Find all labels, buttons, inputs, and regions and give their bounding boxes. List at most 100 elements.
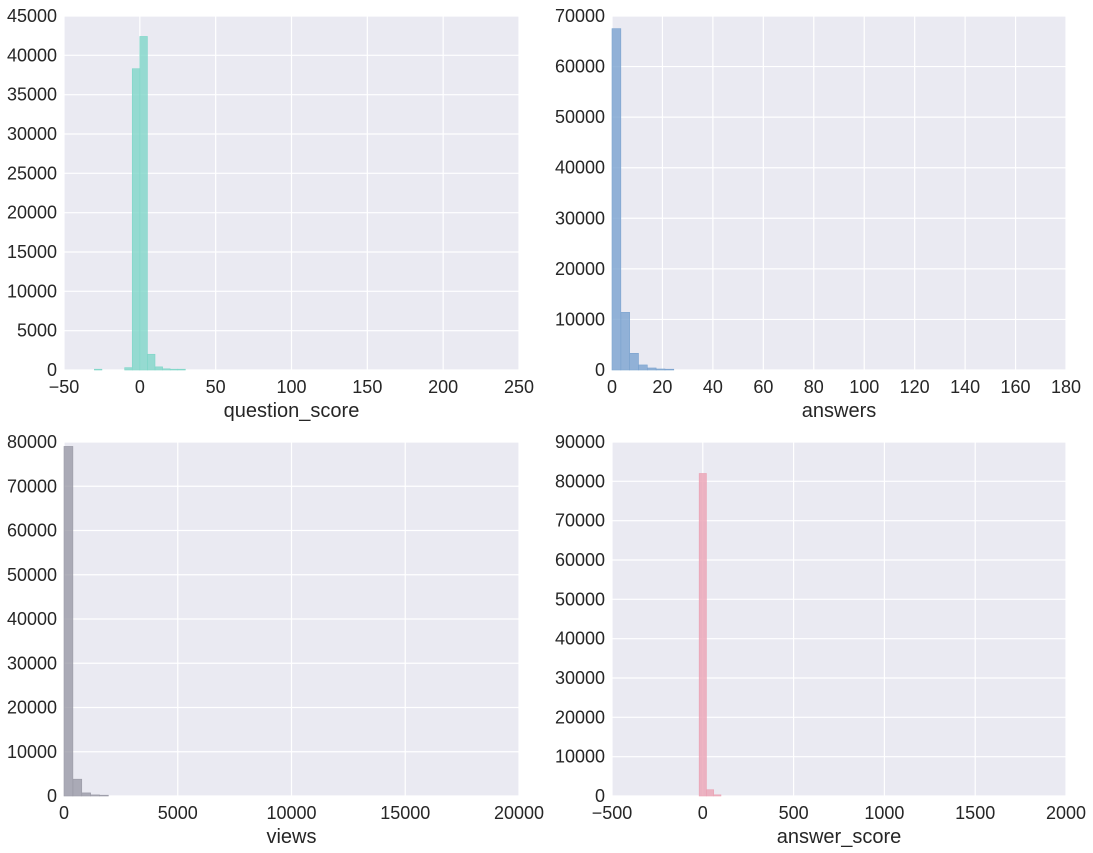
y-tick-label: 50000 <box>555 107 605 127</box>
histogram-bar <box>147 353 156 371</box>
histogram-bar <box>90 794 100 797</box>
y-tick-label: 30000 <box>555 668 605 688</box>
x-tick-label: 160 <box>1001 377 1031 397</box>
histogram-bar <box>664 368 675 371</box>
y-tick-label: 20000 <box>7 203 57 223</box>
histogram-bar <box>706 789 714 797</box>
x-tick-label: 140 <box>950 377 980 397</box>
histogram-bar <box>154 366 163 371</box>
plot-background <box>612 442 1066 796</box>
x-tick-label: 180 <box>1051 377 1081 397</box>
x-tick-label: 0 <box>59 803 69 823</box>
x-tick-label: 20000 <box>494 803 544 823</box>
histogram-bar <box>611 28 622 371</box>
y-tick-label: 40000 <box>7 45 57 65</box>
x-axis-label: answers <box>802 400 876 422</box>
y-tick-label: 70000 <box>7 476 57 496</box>
histogram-bar <box>139 36 148 371</box>
y-tick-label: 20000 <box>555 707 605 727</box>
x-tick-label: 500 <box>779 803 809 823</box>
y-tick-label: 20000 <box>555 259 605 279</box>
x-tick-label: 120 <box>900 377 930 397</box>
x-axis-label: views <box>266 826 316 848</box>
histogram-bar <box>63 446 74 797</box>
y-tick-label: 5000 <box>17 321 57 341</box>
y-tick-label: 10000 <box>555 309 605 329</box>
x-tick-label: 200 <box>428 377 458 397</box>
histogram-bar <box>177 368 186 371</box>
histogram-bar <box>629 353 639 371</box>
histogram-bar <box>72 778 83 797</box>
y-tick-label: 90000 <box>555 432 605 452</box>
y-tick-label: 0 <box>47 360 57 380</box>
histogram-bar <box>169 368 179 371</box>
y-tick-label: 35000 <box>7 85 57 105</box>
histogram-bar <box>620 312 630 371</box>
y-tick-label: 10000 <box>7 742 57 762</box>
histogram-bar <box>94 368 103 371</box>
x-tick-label: 150 <box>352 377 382 397</box>
x-tick-label: 5000 <box>158 803 198 823</box>
x-tick-label: 100 <box>276 377 306 397</box>
x-tick-label: 1000 <box>864 803 904 823</box>
x-tick-label: 50 <box>206 377 226 397</box>
x-tick-label: 40 <box>703 377 723 397</box>
y-tick-label: 50000 <box>555 589 605 609</box>
y-tick-label: 60000 <box>555 550 605 570</box>
answers-histogram: 0 10000 20000 30000 40000 50000 60000 70000 0 20 4… <box>555 6 1081 422</box>
y-tick-label: 40000 <box>555 629 605 649</box>
x-tick-label: 10000 <box>266 803 316 823</box>
histogram-bar <box>99 794 109 797</box>
x-tick-label: −50 <box>49 377 80 397</box>
x-tick-label: 15000 <box>380 803 430 823</box>
answer-score-histogram: 0100002000030000400005000060000700008000… <box>555 432 1086 848</box>
histogram-bar <box>81 792 91 797</box>
y-tick-label: 80000 <box>555 471 605 491</box>
plot-background <box>612 16 1066 370</box>
y-tick-label: 40000 <box>555 158 605 178</box>
x-axis-label: question_score <box>224 400 360 422</box>
y-tick-label: 0 <box>595 786 605 806</box>
x-tick-label: −500 <box>592 803 633 823</box>
views-histogram: 0100002000030000400005000060000700008000… <box>7 432 544 848</box>
y-tick-label: 0 <box>595 360 605 380</box>
y-tick-label: 10000 <box>7 281 57 301</box>
x-tick-label: 100 <box>849 377 879 397</box>
histogram-bar <box>647 367 657 371</box>
histogram-bar <box>162 368 171 371</box>
x-tick-label: 0 <box>698 803 708 823</box>
histogram-bar <box>131 68 141 371</box>
y-tick-label: 0 <box>47 786 57 806</box>
y-tick-label: 70000 <box>555 511 605 531</box>
x-tick-label: 80 <box>804 377 824 397</box>
y-tick-label: 40000 <box>7 609 57 629</box>
y-tick-label: 30000 <box>555 208 605 228</box>
y-tick-label: 60000 <box>7 521 57 541</box>
histogram-bar <box>698 473 707 797</box>
x-tick-label: 250 <box>504 377 534 397</box>
y-tick-label: 25000 <box>7 163 57 183</box>
y-tick-label: 20000 <box>7 698 57 718</box>
y-tick-label: 30000 <box>7 653 57 673</box>
histogram-bar <box>713 794 722 797</box>
x-tick-label: 2000 <box>1046 803 1086 823</box>
y-tick-label: 70000 <box>555 6 605 26</box>
histogram-bar <box>638 364 648 371</box>
question-score-histogram: 0 5000 10000 15000 20000 25000 30000 35000 40000… <box>7 6 534 422</box>
x-tick-label: 0 <box>607 377 617 397</box>
y-tick-label: 15000 <box>7 242 57 262</box>
x-tick-label: 20 <box>652 377 672 397</box>
histogram-bar <box>655 368 666 371</box>
y-tick-label: 30000 <box>7 124 57 144</box>
x-axis-label: answer_score <box>777 826 902 848</box>
x-tick-label: 60 <box>753 377 773 397</box>
y-tick-label: 60000 <box>555 57 605 77</box>
y-tick-label: 45000 <box>7 6 57 26</box>
y-tick-label: 50000 <box>7 565 57 585</box>
y-tick-label: 80000 <box>7 432 57 452</box>
histogram-bar <box>124 367 133 371</box>
x-tick-label: 1500 <box>955 803 995 823</box>
x-tick-label: 0 <box>135 377 145 397</box>
y-tick-label: 10000 <box>555 747 605 767</box>
